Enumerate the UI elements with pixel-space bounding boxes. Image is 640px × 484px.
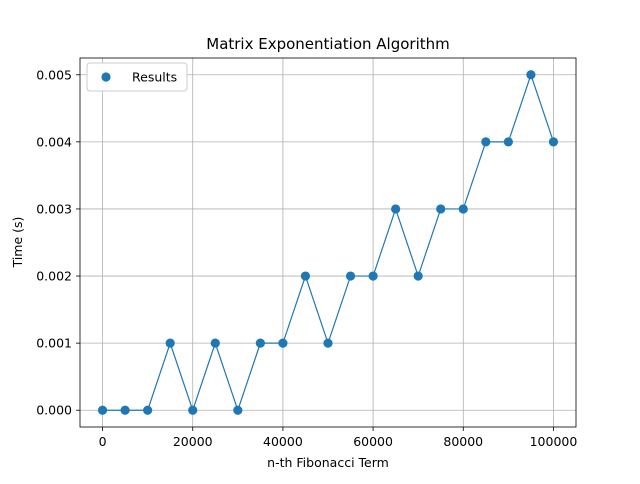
data-point [413,271,423,281]
x-tick-label: 60000 [353,434,393,449]
y-tick-label: 0.001 [36,336,72,351]
y-tick-label: 0.004 [36,134,72,149]
y-tick-label: 0.005 [36,67,72,82]
data-point [458,204,468,214]
data-point [503,137,513,147]
y-tick-label: 0.002 [36,269,72,284]
axes-frame [79,57,577,428]
plot-area [80,58,576,427]
grid-layer [80,58,576,427]
x-tick-label: 20000 [173,434,213,449]
y-tick-label: 0.000 [36,403,72,418]
data-point [165,338,175,348]
data-point [210,338,220,348]
data-point [436,204,446,214]
y-axis-label: Time (s) [10,217,25,269]
data-point [481,137,491,147]
data-point [188,405,198,415]
y-tick-label: 0.003 [36,201,72,216]
data-point [526,70,536,80]
legend: Results [86,62,188,92]
data-point [548,137,559,147]
data-point [300,271,311,281]
legend-box [86,62,188,92]
chart-title: Matrix Exponentiation Algorithm [206,35,450,53]
data-point [143,405,153,415]
legend-label: Results [132,70,177,85]
data-point [278,338,288,348]
data-point [368,271,378,281]
data-point [233,405,243,415]
x-tick-label: 80000 [443,434,483,449]
x-tick-label: 100000 [530,434,578,449]
data-point [97,405,108,415]
data-point [345,271,356,281]
x-tick-label: 40000 [263,434,303,449]
data-point [323,338,333,348]
legend-marker [101,72,111,82]
x-axis-label: n-th Fibonacci Term [267,455,389,470]
axes-layer [79,57,577,428]
data-point [120,405,130,415]
series-layer [97,70,559,415]
data-point [255,338,265,348]
x-tick-label: 0 [99,434,107,449]
ticks-layer: 0 20000 40000 60000 80000 100000 0.000 0.001 0.0… [36,67,577,449]
data-point [391,204,401,214]
